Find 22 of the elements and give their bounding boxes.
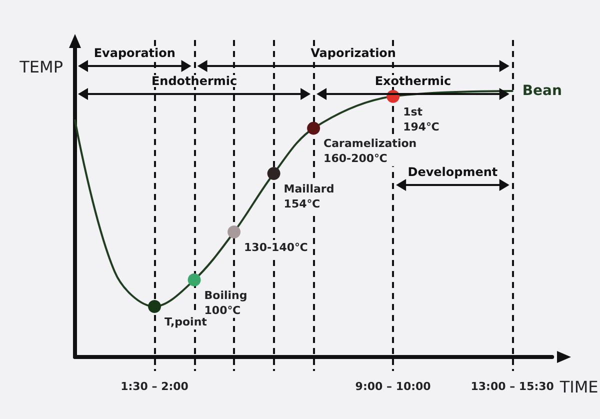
annotation: 130-140℃	[244, 240, 308, 254]
text: Evaporation	[94, 46, 176, 60]
text: Exothermic	[374, 74, 452, 88]
x-tick-label: 9:00 – 10:00	[355, 380, 432, 393]
point	[188, 273, 201, 286]
annotation: Development	[408, 165, 498, 179]
y-axis-title: TEMP	[18, 58, 64, 76]
point	[267, 166, 280, 180]
text: Vaporization	[310, 46, 396, 60]
point	[148, 300, 162, 313]
annotation: 1st 194℃	[403, 105, 440, 134]
text: Endothermic	[151, 74, 238, 88]
annotation: Maillard 154℃	[284, 182, 334, 210]
series-label: Bean	[522, 83, 562, 99]
x-tick-label: 13:00 – 15:30	[470, 380, 554, 393]
point	[228, 225, 241, 238]
x-axis-title: TIME	[558, 378, 598, 396]
annotation: T,point	[164, 315, 207, 328]
annotation: Caramelization 160-200℃	[324, 137, 417, 166]
annotation: Boiling 100℃	[204, 288, 248, 317]
x-tick-label: 1:30 – 2:00	[120, 380, 189, 393]
point	[307, 122, 320, 135]
